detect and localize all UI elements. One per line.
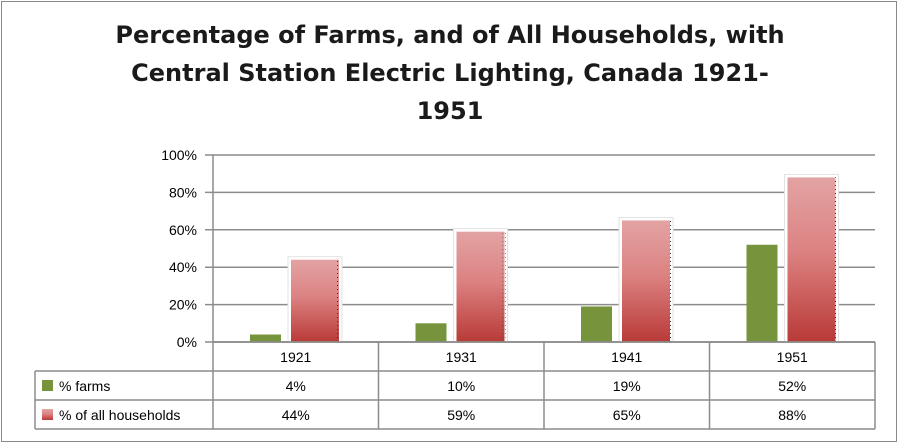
- category-label: 1941: [611, 349, 642, 365]
- category-label: 1951: [777, 349, 808, 365]
- bar-households: [291, 259, 339, 342]
- bar-households: [787, 177, 836, 342]
- bar-farms: [415, 323, 447, 342]
- table-cell-value: 52%: [778, 378, 806, 394]
- table-cell-value: 19%: [613, 378, 641, 394]
- chart-title: Percentage of Farms, and of All Househol…: [115, 21, 785, 125]
- bar-households-edge: [833, 177, 837, 342]
- table-cell-value: 59%: [447, 407, 475, 423]
- y-tick-label: 20%: [169, 297, 197, 313]
- y-tick-label: 80%: [169, 184, 197, 200]
- bar-households: [622, 220, 670, 342]
- legend-key-households: [42, 409, 53, 420]
- bar-households-edge: [502, 231, 506, 342]
- table-cell-value: 88%: [778, 407, 806, 423]
- legend-key-farms: [42, 380, 53, 391]
- bar-households: [456, 231, 505, 342]
- table-cell-value: 4%: [286, 378, 306, 394]
- bar-farms: [250, 334, 281, 342]
- y-tick-label: 60%: [169, 222, 197, 238]
- y-tick-label: 100%: [161, 147, 197, 163]
- y-tick-label: 0%: [177, 334, 197, 350]
- bar-households-edge: [337, 259, 340, 342]
- table-cell-value: 10%: [447, 378, 475, 394]
- bar-farms: [581, 306, 612, 342]
- bar-farms: [746, 244, 778, 342]
- category-label: 1931: [446, 349, 477, 365]
- category-label: 1921: [280, 349, 311, 365]
- legend-label: % farms: [59, 378, 110, 394]
- legend-label: % of all households: [59, 407, 180, 423]
- y-tick-label: 40%: [169, 259, 197, 275]
- table-cell-value: 44%: [282, 407, 310, 423]
- table-cell-value: 65%: [613, 407, 641, 423]
- bar-households-edge: [668, 220, 671, 342]
